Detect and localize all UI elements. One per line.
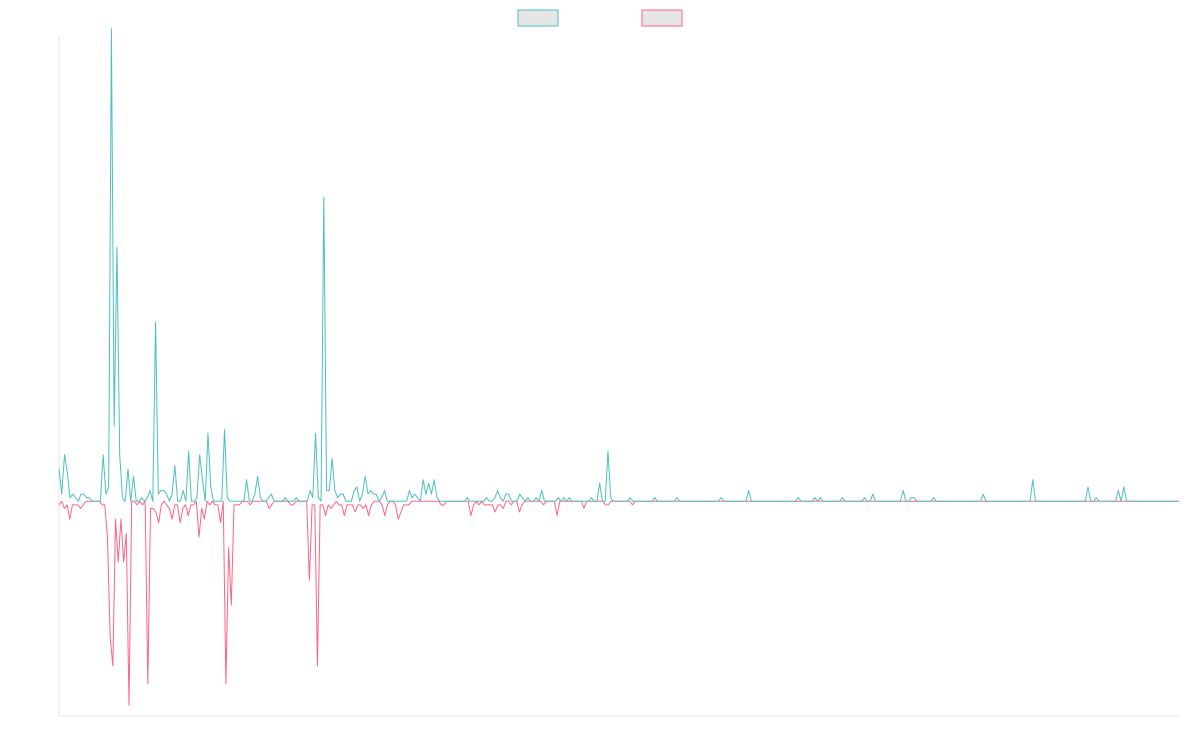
series-line-1 <box>58 500 1179 706</box>
legend-item-1[interactable] <box>641 9 683 27</box>
plot-area <box>58 28 1179 706</box>
axes <box>58 36 1179 717</box>
legend <box>517 9 683 27</box>
legend-swatch-1[interactable] <box>641 9 683 27</box>
legend-item-0[interactable] <box>517 9 559 27</box>
legend-swatch-0[interactable] <box>517 9 559 27</box>
series-line-0 <box>58 28 1179 502</box>
